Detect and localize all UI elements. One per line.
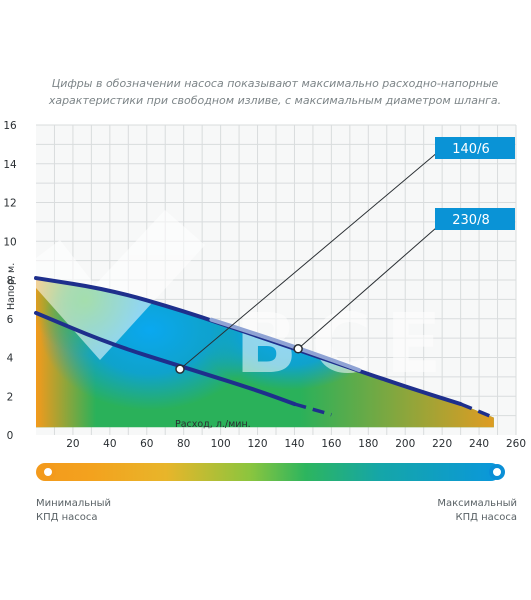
x-tick-label: 20	[66, 438, 79, 450]
curve-2	[34, 310, 297, 406]
efficiency-scale-bar	[36, 463, 500, 481]
x-axis-label: Расход, л./мин.	[175, 419, 251, 430]
curve-1-dashed	[459, 402, 495, 420]
x-tick-label: 240	[469, 438, 489, 450]
min-efficiency-line-2: КПД насоса	[36, 512, 98, 523]
min-efficiency-caption: Минимальный КПД насоса	[36, 497, 111, 525]
x-tick-label: 220	[432, 438, 452, 450]
y-tick-label: 14	[3, 159, 17, 171]
y-tick-label: 4	[7, 353, 14, 365]
callout-line-1	[179, 151, 439, 370]
axes: 20 40 60 80 100 120 140 160 180 200 220 240 260 0 2 4 6 8…	[3, 120, 526, 450]
min-efficiency-marker	[40, 464, 56, 480]
x-tick-label: 180	[358, 438, 378, 450]
max-efficiency-line-2: КПД насоса	[455, 512, 517, 523]
series-badge-label-2: 230/8	[452, 213, 489, 228]
y-tick-label: 6	[7, 314, 14, 326]
x-tick-label: 200	[395, 438, 415, 450]
callout-line-2	[297, 227, 437, 350]
x-tick-label: 140	[284, 438, 304, 450]
series-badge-2	[435, 208, 515, 230]
x-tick-label: 40	[103, 438, 116, 450]
curve-2-dashed	[293, 402, 332, 417]
curves	[34, 276, 495, 420]
max-efficiency-caption: Максимальный КПД насоса	[437, 497, 517, 525]
x-tick-label: 260	[506, 438, 526, 450]
x-tick-label: 100	[211, 438, 231, 450]
callouts: 140/6 230/8	[175, 137, 515, 374]
watermark-check-shape	[20, 210, 205, 360]
x-tick-label: 60	[140, 438, 153, 450]
x-tick-label: 160	[321, 438, 341, 450]
intro-line-1: Цифры в обозначении насоса показывают ма…	[51, 77, 499, 90]
y-tick-label: 0	[7, 430, 14, 442]
x-tick-label: 80	[177, 438, 190, 450]
x-tick-label: 120	[248, 438, 268, 450]
y-tick-label: 10	[3, 236, 16, 248]
min-efficiency-line-1: Минимальный	[36, 498, 112, 509]
callout-dot-1	[175, 364, 185, 374]
intro-text: Цифры в обозначении насоса показывают ма…	[30, 75, 520, 109]
y-tick-label: 16	[3, 120, 17, 132]
max-efficiency-line-1: Максимальный	[437, 498, 517, 509]
series-badge-1	[435, 137, 515, 159]
y-tick-label: 12	[3, 198, 16, 210]
y-tick-label: 2	[7, 391, 14, 403]
curve-1-highlight	[209, 317, 362, 373]
plot-area: ВСЕ 20 40 60 80 100 120 140 160 180 200 220 240 260 0…	[3, 120, 526, 450]
watermark: ВСЕ	[20, 210, 456, 392]
series-badge-label-1: 140/6	[452, 142, 489, 157]
y-axis-label: Напор, м.	[6, 263, 17, 310]
intro-line-2: характеристики при свободном изливе, с м…	[48, 94, 502, 107]
max-efficiency-marker	[489, 464, 505, 480]
callout-dot-2	[293, 344, 303, 354]
y-tick-label: 8	[7, 275, 14, 287]
watermark-letters: ВСЕ	[235, 297, 456, 392]
